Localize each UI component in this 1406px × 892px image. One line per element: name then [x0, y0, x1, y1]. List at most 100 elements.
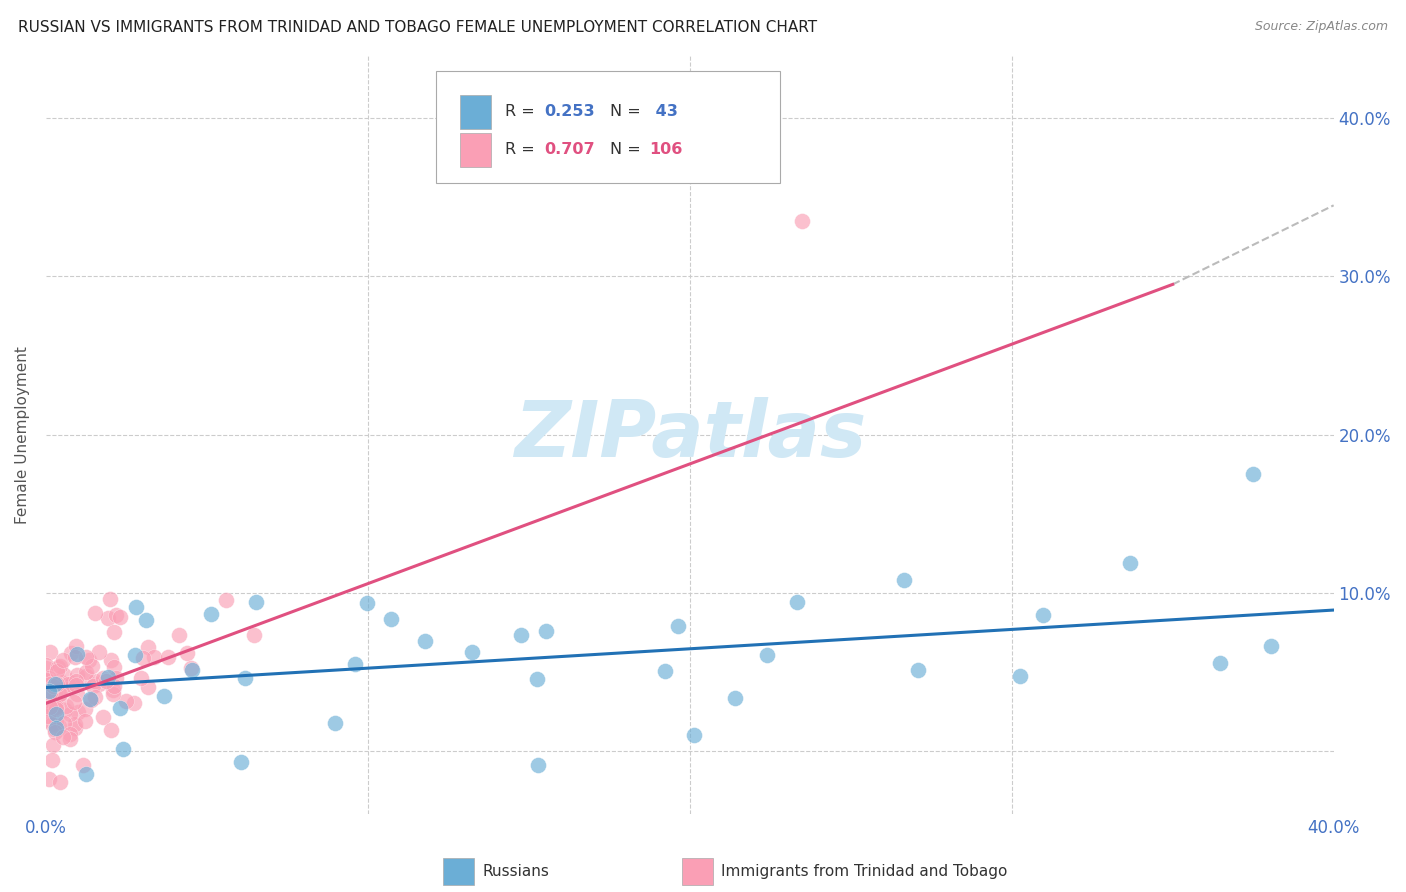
Point [97, 670, 120, 684]
Text: 106: 106 [650, 142, 683, 157]
Point [53, 667, 76, 681]
Point [181, 664, 204, 678]
Point [98, 592, 121, 607]
Point [77, 653, 100, 667]
Point [66, 647, 89, 661]
Point [53, 716, 76, 731]
Point [136, 680, 159, 694]
Point [38, 684, 60, 698]
Text: N =: N = [610, 142, 647, 157]
Point [38, 696, 60, 710]
Point [46, 679, 69, 693]
Point [63, 649, 86, 664]
Point [344, 657, 367, 671]
Point [38, 644, 60, 658]
Point [49, 659, 72, 673]
Point [75, 714, 97, 728]
Point [115, 694, 138, 708]
Point [65, 640, 87, 654]
Point [84, 690, 107, 705]
Point [132, 650, 155, 665]
Point [1032, 607, 1054, 622]
Point [52, 731, 75, 745]
Point [380, 612, 402, 626]
Point [103, 660, 125, 674]
Point [48, 775, 70, 789]
Point [60, 676, 83, 690]
Point [666, 618, 689, 632]
Point [75, 767, 97, 781]
Point [44, 685, 66, 699]
Point [413, 634, 436, 648]
Point [59, 732, 82, 747]
Point [229, 755, 252, 769]
Point [44, 675, 66, 690]
Y-axis label: Female Unemployment: Female Unemployment [15, 345, 30, 524]
Point [907, 663, 929, 677]
Point [45, 698, 67, 713]
Point [1260, 639, 1282, 653]
Point [325, 715, 347, 730]
Point [42, 680, 65, 694]
Point [242, 628, 264, 642]
Point [38, 671, 60, 685]
Text: R =: R = [505, 104, 540, 120]
Point [786, 595, 808, 609]
Point [143, 649, 166, 664]
Point [67, 706, 90, 720]
Point [82, 679, 104, 693]
Point [45, 721, 67, 735]
Point [510, 627, 533, 641]
Point [41, 717, 63, 731]
Point [245, 595, 267, 609]
Point [1241, 467, 1264, 481]
Point [45, 665, 67, 679]
Point [461, 645, 484, 659]
Point [108, 609, 131, 624]
Point [41, 739, 63, 753]
Point [136, 640, 159, 655]
Point [39, 700, 62, 714]
Point [75, 669, 97, 683]
Point [55, 682, 77, 697]
Point [792, 214, 814, 228]
Point [87, 645, 110, 659]
Text: R =: R = [505, 142, 540, 157]
Point [124, 648, 146, 663]
Point [41, 753, 63, 767]
Point [63, 696, 86, 710]
Point [200, 607, 222, 621]
Point [103, 624, 125, 639]
Point [1208, 656, 1230, 670]
Point [135, 613, 157, 627]
Point [48, 674, 70, 689]
Text: RUSSIAN VS IMMIGRANTS FROM TRINIDAD AND TOBAGO FEMALE UNEMPLOYMENT CORRELATION C: RUSSIAN VS IMMIGRANTS FROM TRINIDAD AND … [18, 20, 817, 35]
Point [101, 687, 124, 701]
Point [103, 682, 125, 697]
Point [42, 702, 65, 716]
Point [96, 673, 118, 688]
Point [39, 677, 62, 691]
Point [526, 758, 548, 772]
Point [84, 606, 107, 620]
Point [80, 692, 103, 706]
Text: 43: 43 [650, 104, 678, 120]
Point [44, 723, 66, 737]
Point [215, 593, 238, 607]
Point [75, 650, 97, 665]
Text: 0.707: 0.707 [544, 142, 595, 157]
Point [37, 673, 59, 688]
Point [59, 727, 82, 741]
Point [683, 728, 706, 742]
Point [63, 721, 86, 735]
Point [38, 701, 60, 715]
Point [49, 687, 72, 701]
Point [157, 649, 180, 664]
Point [103, 679, 125, 693]
Point [38, 772, 60, 786]
Point [44, 677, 66, 691]
Point [534, 624, 557, 639]
Point [893, 574, 915, 588]
Point [110, 701, 132, 715]
Point [63, 717, 86, 731]
